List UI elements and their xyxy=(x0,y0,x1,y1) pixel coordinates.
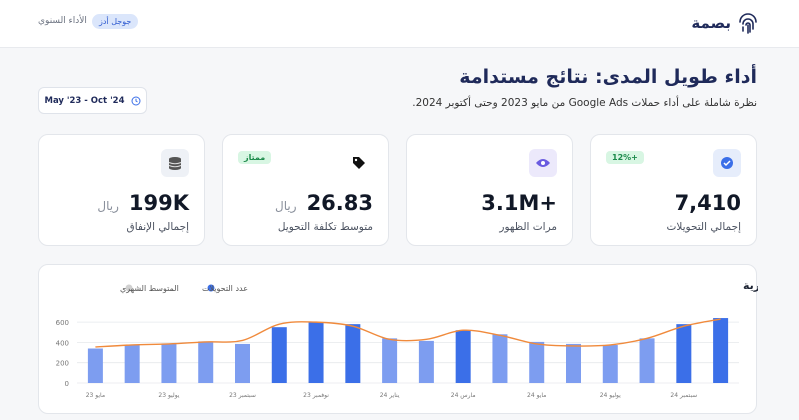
y-tick-label: 200 xyxy=(56,360,69,368)
card-label: مرات الظهور xyxy=(499,221,557,233)
value-row: 199K ريال xyxy=(97,191,189,215)
date-range: May '23 - Oct '24 xyxy=(44,95,125,106)
card-unit: ريال xyxy=(97,199,119,213)
card-icon xyxy=(713,149,741,177)
card-icon xyxy=(345,149,373,177)
card-label: إجمالي التحويلات xyxy=(666,221,741,233)
tag-icon xyxy=(353,157,365,169)
bar xyxy=(345,324,361,383)
y-tick-label: 600 xyxy=(56,319,69,327)
bar xyxy=(602,344,618,383)
x-tick-label: نوفمبر 23 xyxy=(303,392,329,399)
x-tick-label: سبتمبر 24 xyxy=(670,392,697,399)
kpi-card: ممتاز 26.83 ريال متوسط تكلفة التحويل xyxy=(222,134,389,246)
bar xyxy=(492,334,508,383)
card-badge: +12% xyxy=(606,151,644,164)
bar xyxy=(455,330,471,383)
legend-label: المتوسط الشهري xyxy=(120,284,179,293)
card-value: 26.83 xyxy=(306,191,373,215)
value-row: 7,410 xyxy=(675,191,741,215)
bar xyxy=(271,327,287,383)
x-tick-label: مارس 24 xyxy=(451,392,476,399)
card-label: إجمالي الإنفاق xyxy=(126,221,189,233)
bar xyxy=(235,343,250,383)
card-icon xyxy=(529,149,557,177)
chart: تطور التحويلات الشهرية 0 200 400 600 عدد الت… xyxy=(56,279,799,399)
section-name: الأداء السنوي xyxy=(38,16,87,26)
legend-marker xyxy=(207,284,215,292)
x-tick-label: سبتمبر 23 xyxy=(229,392,256,399)
card-label: متوسط تكلفة التحويل xyxy=(277,221,373,233)
x-tick-label: يوليو 23 xyxy=(158,392,179,399)
bar xyxy=(382,338,398,383)
bar xyxy=(713,318,729,383)
bar xyxy=(418,340,434,383)
logo-icon xyxy=(739,13,757,34)
card-badge: ممتاز xyxy=(238,151,272,164)
card-unit: ريال xyxy=(275,199,297,213)
bar xyxy=(676,324,692,383)
x-tick-label: يوليو 24 xyxy=(600,392,621,399)
kpi-card: 199K ريال إجمالي الإنفاق xyxy=(38,134,205,246)
card-icon xyxy=(161,149,189,177)
y-tick-label: 400 xyxy=(56,339,69,347)
average-line xyxy=(95,318,721,348)
bar xyxy=(529,341,545,383)
bar xyxy=(308,322,324,383)
coins-icon xyxy=(168,157,182,170)
bar xyxy=(161,343,177,383)
x-tick-label: يناير 24 xyxy=(380,392,400,399)
x-tick-label: مايو 23 xyxy=(86,392,105,399)
bar xyxy=(639,338,655,383)
bar xyxy=(87,348,103,383)
value-row: 26.83 ريال xyxy=(275,191,373,215)
chart-card: تطور التحويلات الشهرية 0 200 400 600 عدد الت… xyxy=(38,264,799,414)
bar xyxy=(198,341,214,383)
check-icon xyxy=(721,157,733,169)
kpi-card: +3.1M مرات الظهور xyxy=(406,134,573,246)
card-value: 7,410 xyxy=(674,191,741,215)
date-range-button[interactable]: May '23 - Oct '24 xyxy=(38,87,147,114)
y-tick-label: 0 xyxy=(65,380,69,388)
badge: جوجل أدز xyxy=(92,14,139,29)
card-value: 199K xyxy=(128,191,189,215)
brand: بصمة xyxy=(691,14,731,32)
page-title: أداء طويل المدى: نتائج مستدامة xyxy=(459,66,757,88)
top-bar: بصمة جوجل أدز الأداء السنوي xyxy=(0,0,799,48)
value-row: +3.1M xyxy=(481,191,557,215)
eye-icon xyxy=(536,159,550,167)
bar xyxy=(124,344,140,383)
page-subtitle: نظرة شاملة على أداء حملات Google Ads من … xyxy=(412,97,757,109)
card-value: +3.1M xyxy=(481,191,557,215)
chart-title: تطور التحويلات الشهرية xyxy=(743,279,758,292)
kpi-card: +12% 7,410 إجمالي التحويلات xyxy=(590,134,757,246)
x-tick-label: مايو 24 xyxy=(527,392,546,399)
legend-marker xyxy=(125,284,133,292)
legend-label: عدد التحويلات xyxy=(202,284,248,293)
clock-icon xyxy=(131,96,141,105)
bar xyxy=(566,343,581,383)
